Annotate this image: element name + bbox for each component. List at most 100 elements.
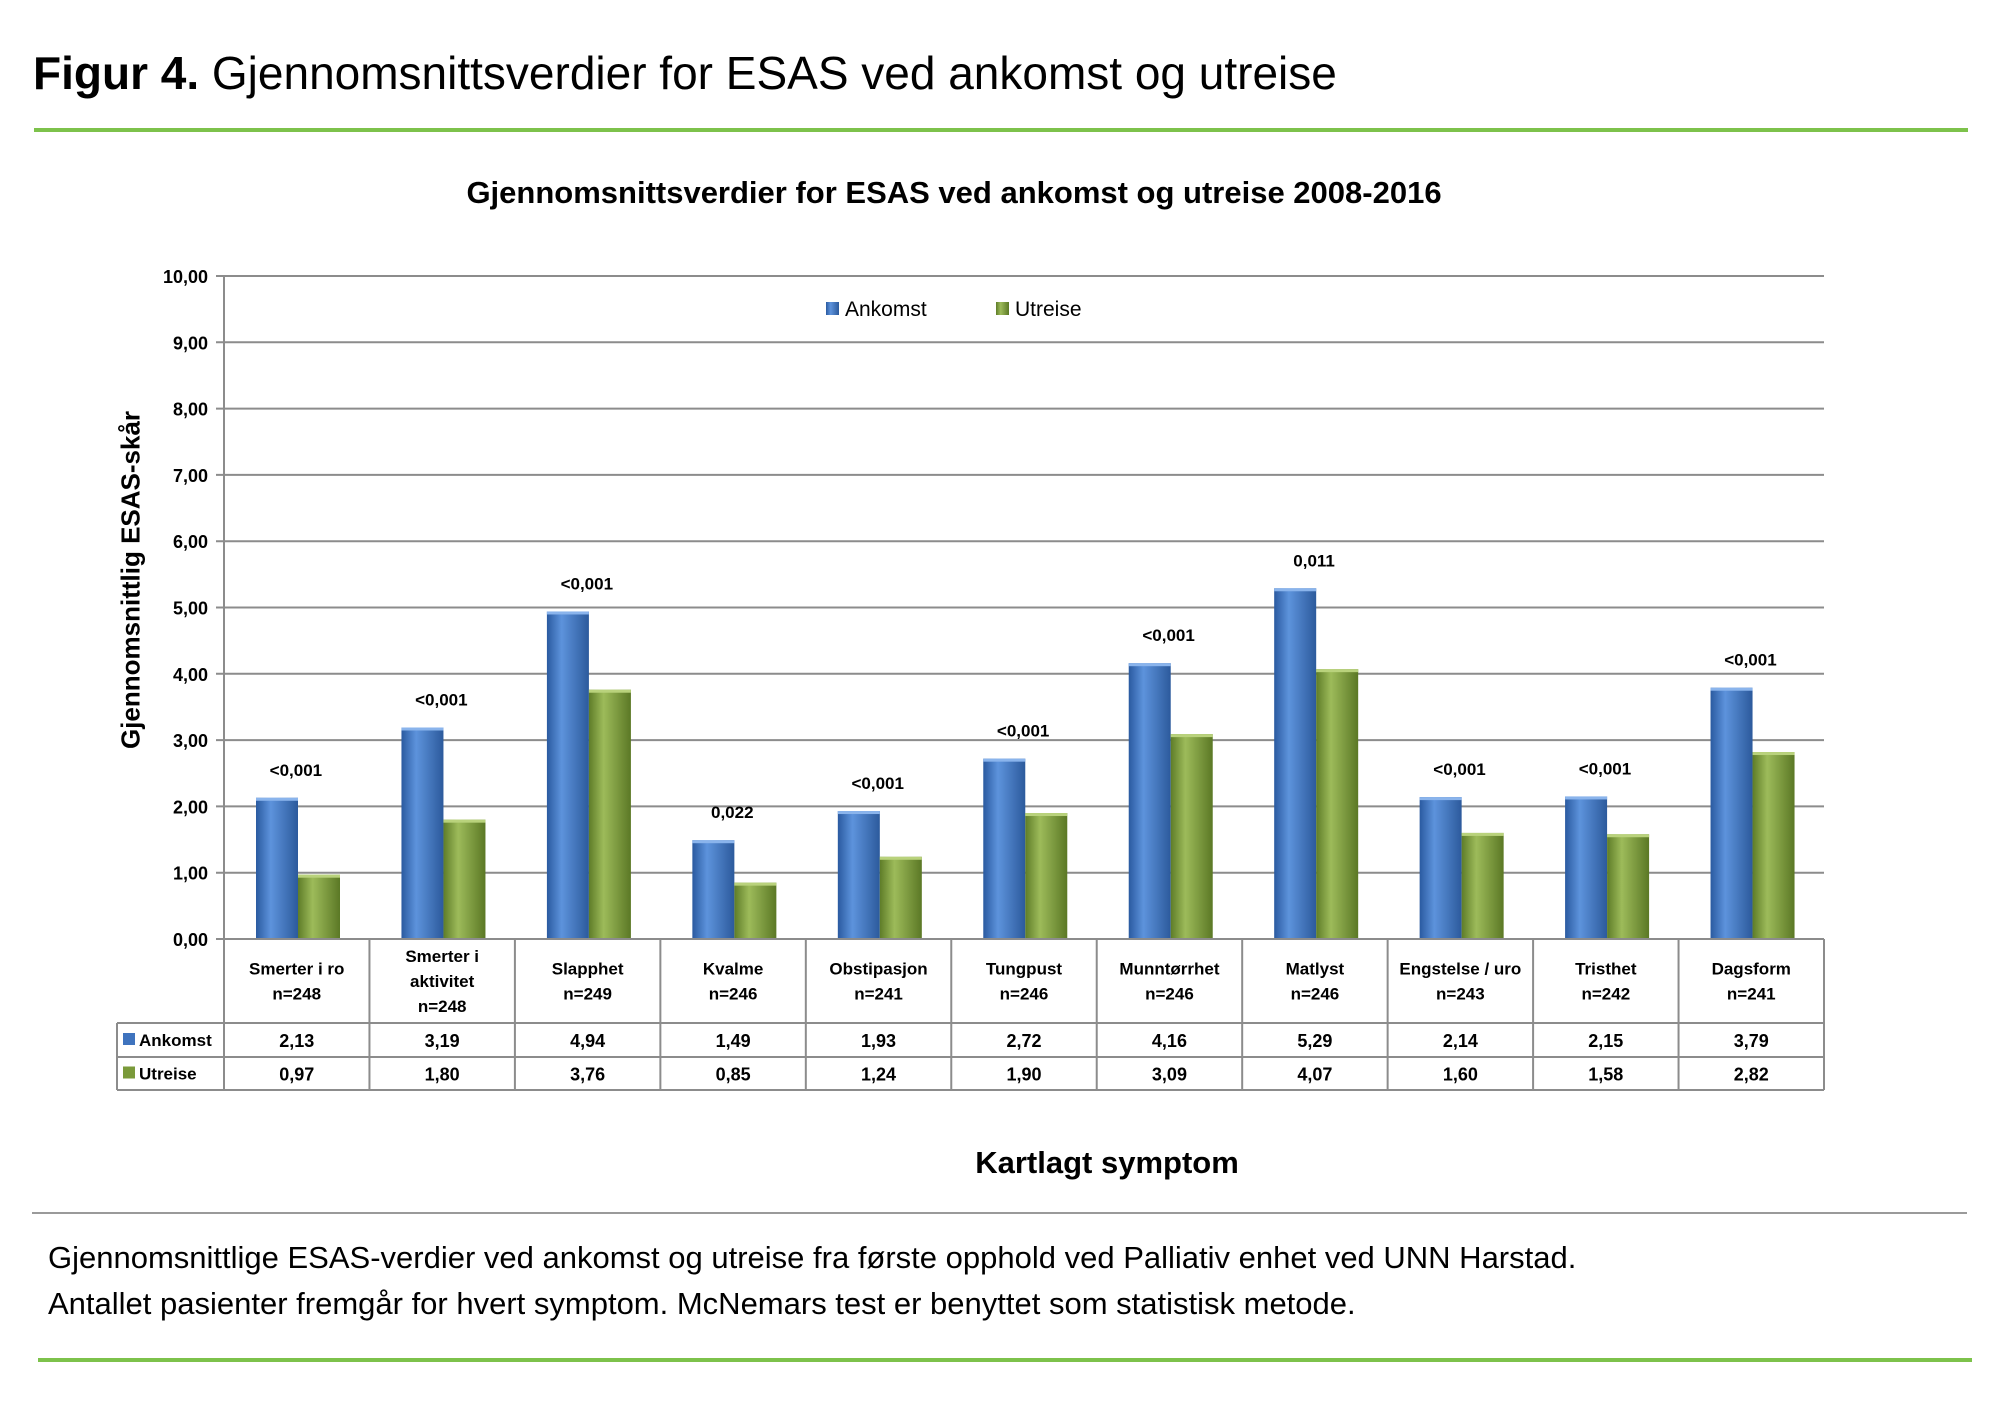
bar-top-highlight	[1419, 797, 1462, 801]
table-series-label: Ankomst	[139, 1031, 212, 1050]
bar-top-highlight	[1274, 588, 1317, 592]
top-rule	[34, 128, 1968, 132]
p-value-label: <0,001	[1142, 626, 1194, 645]
bar-top-highlight	[1461, 832, 1504, 836]
p-value-label: <0,001	[1433, 760, 1485, 779]
bar-top-highlight	[1128, 663, 1171, 667]
bar-ankomst	[256, 797, 298, 939]
bar-utreise	[1752, 752, 1795, 939]
caption-rule	[32, 1212, 1967, 1214]
chart-title: Gjennomsnittsverdier for ESAS ved ankoms…	[466, 175, 1442, 210]
p-value-label: <0,001	[1579, 759, 1631, 778]
bar-top-highlight	[879, 856, 922, 860]
p-value-label: 0,022	[711, 803, 754, 822]
y-tick-label: 3,00	[173, 731, 208, 751]
category-label: n=243	[1436, 985, 1485, 1004]
table-value: 3,19	[425, 1031, 460, 1051]
category-label: Munntørrhet	[1119, 960, 1219, 979]
legend-swatch-ankomst	[826, 302, 839, 315]
table-value: 1,93	[861, 1031, 896, 1051]
y-tick-label: 1,00	[173, 864, 208, 884]
y-tick-label: 4,00	[173, 665, 208, 685]
bar-top-highlight	[1170, 734, 1213, 738]
category-label: n=241	[1727, 985, 1776, 1004]
category-label: n=241	[854, 985, 903, 1004]
x-axis-label: Kartlagt symptom	[975, 1145, 1239, 1180]
bar-ankomst	[837, 811, 880, 939]
table-value: 3,76	[570, 1065, 605, 1085]
category-label: Kvalme	[703, 960, 763, 979]
bar-ankomst	[1565, 796, 1608, 939]
table-legend-swatch	[123, 1066, 135, 1079]
bar-top-highlight	[298, 874, 340, 878]
bar-utreise	[1607, 834, 1650, 939]
bar-utreise	[1025, 813, 1068, 939]
table-value: 4,94	[570, 1031, 605, 1051]
bar-top-highlight	[1565, 796, 1608, 800]
table-value: 0,85	[716, 1065, 751, 1085]
bar-ankomst	[1419, 797, 1462, 939]
category-label: n=246	[709, 985, 758, 1004]
category-label: n=249	[563, 985, 612, 1004]
bar-utreise	[588, 689, 631, 939]
bar-ankomst	[1128, 663, 1171, 939]
legend-label: Ankomst	[845, 298, 927, 321]
p-value-label: <0,001	[561, 574, 613, 593]
table-value: 1,49	[716, 1031, 751, 1051]
figure-title: Figur 4. Gjennomsnittsverdier for ESAS v…	[33, 46, 1337, 100]
bar-top-highlight	[1752, 752, 1795, 756]
bar-top-highlight	[1316, 669, 1359, 673]
table-series-label: Utreise	[139, 1065, 197, 1084]
bar-top-highlight	[546, 611, 589, 615]
bar-top-highlight	[401, 727, 444, 731]
table-value: 3,79	[1734, 1031, 1769, 1051]
bottom-rule	[38, 1358, 1972, 1362]
table-value: 5,29	[1297, 1031, 1332, 1051]
bar-ankomst	[1710, 687, 1753, 939]
category-label: n=246	[1291, 985, 1340, 1004]
bar-ankomst	[983, 758, 1026, 939]
bar-ankomst	[1274, 588, 1317, 939]
table-value: 0,97	[279, 1065, 314, 1085]
category-label: n=248	[418, 997, 467, 1016]
table-value: 4,07	[1297, 1065, 1332, 1085]
bar-ankomst	[692, 840, 735, 939]
figure-label: Figur 4.	[33, 47, 200, 99]
table-value: 1,80	[425, 1065, 460, 1085]
y-tick-label: 5,00	[173, 599, 208, 619]
table-value: 3,09	[1152, 1065, 1187, 1085]
y-tick-label: 7,00	[173, 466, 208, 486]
category-label: n=246	[1000, 985, 1049, 1004]
category-label: aktivitet	[410, 972, 475, 991]
category-label: Smerter i	[405, 947, 479, 966]
table-value: 1,24	[861, 1065, 896, 1085]
category-label: Obstipasjon	[829, 960, 927, 979]
y-tick-label: 10,00	[163, 267, 208, 287]
bar-utreise	[1170, 734, 1213, 939]
bar-top-highlight	[734, 882, 777, 886]
category-label: Engstelse / uro	[1399, 960, 1521, 979]
category-label: Matlyst	[1286, 960, 1345, 979]
y-tick-label: 6,00	[173, 532, 208, 552]
category-label: Smerter i ro	[249, 960, 344, 979]
table-value: 2,72	[1006, 1031, 1041, 1051]
bar-top-highlight	[692, 840, 735, 844]
bar-ankomst	[546, 611, 589, 939]
p-value-label: <0,001	[270, 761, 322, 780]
table-legend-swatch	[123, 1033, 135, 1045]
category-label: Slapphet	[552, 960, 624, 979]
table-value: 2,14	[1443, 1031, 1478, 1051]
y-tick-label: 9,00	[173, 333, 208, 353]
bar-top-highlight	[443, 819, 486, 823]
bar-utreise	[734, 882, 777, 939]
bar-top-highlight	[256, 797, 298, 801]
bar-top-highlight	[588, 689, 631, 693]
bar-top-highlight	[1710, 687, 1753, 691]
bar-utreise	[1316, 669, 1359, 939]
table-value: 2,82	[1734, 1065, 1769, 1085]
bar-ankomst	[401, 727, 444, 939]
caption-line-2: Antallet pasienter fremgår for hvert sym…	[48, 1286, 1356, 1321]
table-value: 1,90	[1006, 1065, 1041, 1085]
table-value: 1,58	[1588, 1065, 1623, 1085]
p-value-label: 0,011	[1293, 551, 1335, 570]
